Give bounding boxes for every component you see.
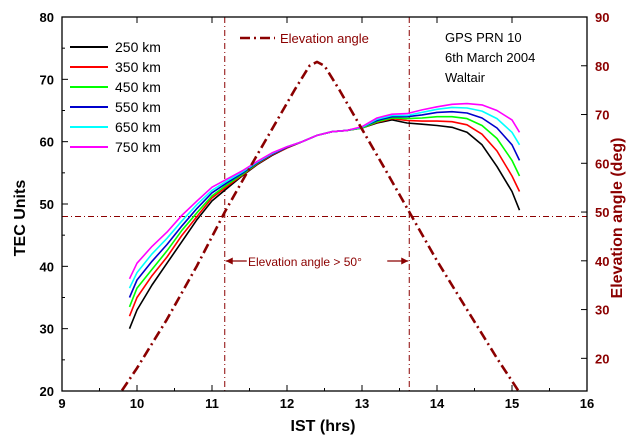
x-axis-title: IST (hrs): [291, 418, 356, 435]
y-tick-label: 80: [40, 10, 54, 25]
elevation-layer: [120, 60, 521, 391]
y2-axis-title: Elevation angle (deg): [609, 138, 626, 299]
y-tick-label: 30: [40, 322, 54, 337]
legend-label: 350 km: [115, 59, 161, 75]
series-line-350-km: [128, 117, 521, 317]
y2-tick-label: 70: [595, 108, 609, 123]
x-tick-label: 15: [505, 396, 519, 411]
series-line-450-km: [128, 115, 521, 308]
legend-label: 650 km: [115, 119, 161, 135]
y2-tick-label: 60: [595, 156, 609, 171]
station-line-1: GPS PRN 10: [445, 30, 522, 45]
y-tick-label: 50: [40, 197, 54, 212]
y2-tick-label: 90: [595, 10, 609, 25]
legend: 250 km 350 km 450 km 550 km 650 km 750 km: [70, 39, 161, 155]
series-layer: [128, 102, 521, 329]
x-tick-label: 10: [130, 396, 144, 411]
x-tick-label: 12: [280, 396, 294, 411]
x-tick-label: 16: [580, 396, 594, 411]
elevation-angle-line: [120, 60, 521, 391]
x-tick-label: 9: [58, 396, 65, 411]
y-axis-title: TEC Units: [12, 180, 29, 257]
axes-layer: 9 10 11 12 13 14 15 16 20 30 40 50 60 70 80 20 30 40 50 60 7…: [40, 10, 610, 411]
y2-tick-label: 80: [595, 59, 609, 74]
x-tick-label: 14: [430, 396, 445, 411]
x-tick-label: 11: [205, 396, 219, 411]
legend-label: 550 km: [115, 99, 161, 115]
annotations: GPS PRN 10 6th March 2004 Waltair Elevat…: [240, 30, 535, 269]
y2-tick-label: 20: [595, 351, 609, 366]
y2-tick-label: 30: [595, 303, 609, 318]
series-line-750-km: [128, 102, 521, 280]
y2-tick-label: 40: [595, 254, 609, 269]
x-tick-label: 13: [355, 396, 369, 411]
legend-label: 250 km: [115, 39, 161, 55]
y-tick-label: 40: [40, 259, 54, 274]
series-line-550-km: [128, 110, 521, 298]
reference-lines: [62, 17, 587, 391]
window-arrowhead-left: [225, 257, 233, 265]
station-line-2: 6th March 2004: [445, 50, 535, 65]
legend-label: 450 km: [115, 79, 161, 95]
elevation-curve-label: Elevation angle: [280, 31, 369, 46]
window-arrowhead-right: [401, 257, 409, 265]
y-tick-label: 20: [40, 384, 54, 399]
station-line-3: Waltair: [445, 70, 486, 85]
elevation-window-label: Elevation angle > 50°: [248, 255, 362, 269]
legend-label: 750 km: [115, 139, 161, 155]
y2-tick-label: 50: [595, 205, 609, 220]
y-tick-label: 60: [40, 135, 54, 150]
y-tick-label: 70: [40, 72, 54, 87]
